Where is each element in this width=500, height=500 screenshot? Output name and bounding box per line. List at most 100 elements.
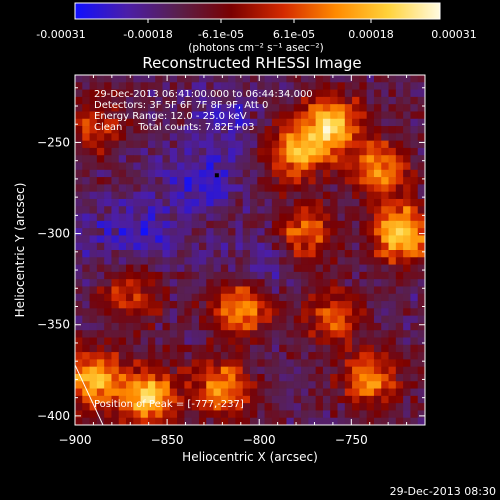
heatmap-cell xyxy=(82,271,90,280)
heatmap-cell xyxy=(279,250,287,258)
heatmap-cell xyxy=(104,191,112,200)
heatmap-cell xyxy=(381,96,389,105)
heatmap-cell xyxy=(395,264,404,273)
heatmap-cell xyxy=(220,344,229,353)
heatmap-cell xyxy=(235,82,244,90)
heatmap-cell xyxy=(96,359,105,368)
heatmap-cell xyxy=(155,235,163,244)
heatmap-cell xyxy=(96,89,105,98)
heatmap-cell xyxy=(344,388,353,397)
heatmap-cell xyxy=(191,177,200,185)
heatmap-cell xyxy=(198,403,207,411)
heatmap-cell xyxy=(271,264,280,273)
heatmap-cell xyxy=(118,118,127,127)
heatmap-cell xyxy=(395,147,404,156)
heatmap-cell xyxy=(118,184,127,193)
heatmap-cell xyxy=(228,220,236,229)
heatmap-cell xyxy=(403,169,411,178)
heatmap-cell xyxy=(133,352,142,360)
heatmap-cell xyxy=(242,184,251,193)
heatmap-cell xyxy=(344,337,353,346)
heatmap-cell xyxy=(213,344,222,353)
heatmap-cell xyxy=(242,257,251,265)
heatmap-cell xyxy=(155,359,163,368)
heatmap-cell xyxy=(403,206,411,214)
heatmap-cell xyxy=(126,242,134,251)
heatmap-cell xyxy=(82,118,90,127)
heatmap-cell xyxy=(301,271,309,280)
heatmap-cell xyxy=(104,111,112,120)
heatmap-cell xyxy=(126,359,134,368)
heatmap-cell xyxy=(177,228,185,236)
heatmap-cell xyxy=(271,257,280,265)
heatmap-cell xyxy=(271,206,280,214)
heatmap-cell xyxy=(330,206,338,214)
heatmap-cell xyxy=(264,403,273,411)
heatmap-cell xyxy=(388,330,397,338)
heatmap-cell xyxy=(111,169,120,178)
heatmap-cell xyxy=(308,271,317,280)
heatmap-cell xyxy=(220,206,229,214)
heatmap-cell xyxy=(235,344,244,353)
heatmap-cell xyxy=(75,235,83,244)
heatmap-cell xyxy=(395,213,404,222)
heatmap-cell xyxy=(410,133,419,142)
heatmap-cell xyxy=(104,184,112,193)
heatmap-cell xyxy=(235,308,244,317)
heatmap-cell xyxy=(330,395,338,404)
heatmap-cell xyxy=(337,82,346,90)
heatmap-cell xyxy=(140,111,149,120)
heatmap-cell xyxy=(177,330,185,338)
heatmap-cell xyxy=(344,403,353,411)
heatmap-cell xyxy=(169,410,178,419)
heatmap-cell xyxy=(271,177,280,185)
heatmap-cell xyxy=(140,359,149,368)
chart-title: Reconstructed RHESSI Image xyxy=(142,54,361,72)
heatmap-cell xyxy=(403,322,411,331)
heatmap-cell xyxy=(82,293,90,302)
heatmap-cell xyxy=(286,388,295,397)
heatmap-cell xyxy=(155,315,163,324)
heatmap-cell xyxy=(381,75,389,83)
heatmap-cell xyxy=(140,96,149,105)
heatmap-cell xyxy=(140,293,149,302)
heatmap-cell xyxy=(250,184,258,193)
heatmap-cell xyxy=(293,271,302,280)
heatmap-cell xyxy=(220,337,229,346)
heatmap-cell xyxy=(169,133,178,142)
heatmap-cell xyxy=(257,403,265,411)
heatmap-cell xyxy=(352,82,360,90)
heatmap-cell xyxy=(220,381,229,389)
heatmap-cell xyxy=(395,75,404,83)
heatmap-cell xyxy=(381,177,389,185)
heatmap-cell xyxy=(184,213,193,222)
heatmap-cell xyxy=(133,228,142,236)
heatmap-cell xyxy=(257,388,265,397)
heatmap-cell xyxy=(242,213,251,222)
heatmap-cell xyxy=(359,308,368,317)
heatmap-cell xyxy=(322,213,331,222)
heatmap-cell xyxy=(228,293,236,302)
heatmap-cell xyxy=(366,322,375,331)
heatmap-cell xyxy=(198,257,207,265)
heatmap-cell xyxy=(264,257,273,265)
heatmap-cell xyxy=(111,133,120,142)
heatmap-cell xyxy=(206,271,214,280)
heatmap-cell xyxy=(330,111,338,120)
heatmap-cell xyxy=(257,104,265,112)
heatmap-cell xyxy=(308,162,317,171)
heatmap-cell xyxy=(308,344,317,353)
heatmap-cell xyxy=(96,220,105,229)
heatmap-cell xyxy=(126,140,134,149)
heatmap-cell xyxy=(388,206,397,214)
heatmap-cell xyxy=(381,344,389,353)
heatmap-cell xyxy=(155,330,163,338)
heatmap-cell xyxy=(322,242,331,251)
heatmap-cell xyxy=(82,395,90,404)
heatmap-cell xyxy=(126,126,134,134)
heatmap-cell xyxy=(162,359,171,368)
heatmap-cell xyxy=(228,242,236,251)
heatmap-cell xyxy=(410,279,419,287)
heatmap-cell xyxy=(388,257,397,265)
heatmap-cell xyxy=(366,410,375,419)
